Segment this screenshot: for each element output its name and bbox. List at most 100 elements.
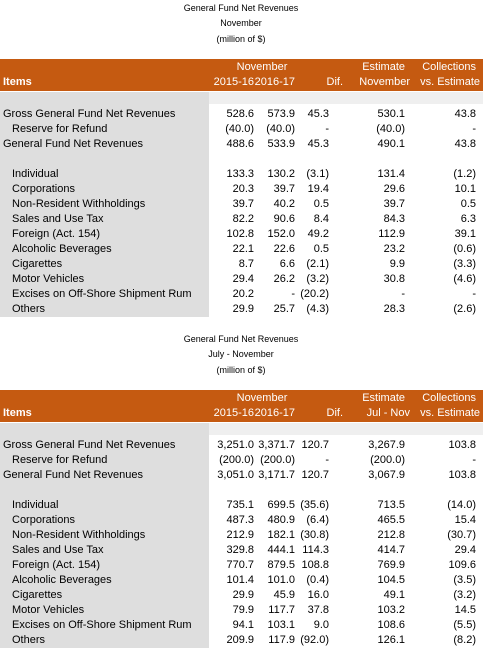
row-label: General Fund Net Revenues — [3, 138, 144, 150]
row-label: Reserve for Refund — [12, 454, 108, 466]
row-label: Motor Vehicles — [12, 273, 85, 285]
row-label: Alcoholic Beverages — [12, 574, 112, 586]
row-value: 79.9 — [232, 604, 254, 616]
header-column: 2016-17 — [254, 407, 295, 419]
row-value: 45.3 — [307, 138, 329, 150]
header-items: Items — [3, 407, 32, 419]
row-value: (3.5) — [453, 574, 476, 586]
row-value: 131.4 — [377, 168, 405, 180]
row-value: (40.0) — [225, 123, 254, 135]
row-label: Foreign (Act. 154) — [12, 559, 101, 571]
header-items: Items — [3, 76, 32, 88]
row-value: 108.8 — [301, 559, 329, 571]
row-value: 39.7 — [383, 198, 405, 210]
table-title: (million of $) — [216, 365, 266, 375]
row-label: Corporations — [12, 514, 75, 526]
row-value: 699.5 — [267, 499, 295, 511]
row-label: Individual — [12, 168, 59, 180]
row-value: 182.1 — [267, 529, 295, 541]
header-estimate: November — [359, 76, 410, 88]
row-value: 90.6 — [273, 213, 295, 225]
row-value: - — [325, 454, 329, 466]
row-value: 130.2 — [267, 168, 295, 180]
row-value: (35.6) — [300, 499, 329, 511]
row-value: 29.4 — [232, 273, 254, 285]
row-value: (3.3) — [453, 258, 476, 270]
header-column: 2015-16 — [213, 407, 254, 419]
row-value: 117.9 — [268, 634, 295, 646]
row-value: 530.1 — [377, 108, 405, 120]
table-title: General Fund Net Revenues — [183, 3, 299, 13]
row-label: Individual — [12, 499, 59, 511]
row-value: (4.3) — [306, 303, 329, 315]
row-value: 9.9 — [389, 258, 405, 270]
blank-row-shade — [209, 423, 483, 435]
blank-row-shade — [209, 92, 483, 104]
row-label: Foreign (Act. 154) — [12, 228, 101, 240]
row-label: Excises on Off-Shore Shipment Rum — [12, 619, 192, 631]
row-value: 108.6 — [377, 619, 405, 631]
row-value: 16.0 — [307, 589, 329, 601]
row-value: 103.8 — [448, 469, 476, 481]
row-value: (0.6) — [453, 243, 476, 255]
row-value: 22.1 — [232, 243, 254, 255]
row-value: 84.3 — [383, 213, 405, 225]
row-value: (30.8) — [300, 529, 329, 541]
header-group: November — [236, 392, 288, 404]
row-label: Alcoholic Beverages — [12, 243, 112, 255]
row-label: Excises on Off-Shore Shipment Rum — [12, 288, 192, 300]
row-value: 8.4 — [313, 213, 329, 225]
header-band — [0, 390, 483, 422]
row-label: Sales and Use Tax — [12, 213, 104, 225]
row-label: Reserve for Refund — [12, 123, 108, 135]
row-label: Non-Resident Withholdings — [12, 529, 146, 541]
row-value: 3,267.9 — [368, 439, 405, 451]
row-value: 29.9 — [232, 303, 254, 315]
row-value: 29.6 — [383, 183, 405, 195]
row-value: 444.1 — [267, 544, 295, 556]
row-value: 133.3 — [226, 168, 254, 180]
row-value: 126.1 — [377, 634, 405, 646]
row-value: (200.0) — [260, 454, 295, 466]
table-title: General Fund Net Revenues — [183, 334, 299, 344]
row-value: 528.6 — [226, 108, 254, 120]
row-value: 212.9 — [226, 529, 254, 541]
row-value: 6.3 — [460, 213, 476, 225]
header-collections: Collections — [422, 392, 476, 404]
row-value: (5.5) — [453, 619, 476, 631]
items-column-shade — [0, 92, 209, 317]
row-value: (1.2) — [453, 168, 476, 180]
row-value: - — [472, 288, 476, 300]
row-value: (40.0) — [266, 123, 295, 135]
row-value: 103.8 — [448, 439, 476, 451]
row-value: 20.3 — [232, 183, 254, 195]
row-value: 735.1 — [226, 499, 254, 511]
row-value: 0.5 — [313, 243, 329, 255]
row-value: 30.8 — [383, 273, 405, 285]
row-value: 120.7 — [301, 439, 329, 451]
header-collections: vs. Estimate — [420, 76, 480, 88]
header-collections: Collections — [422, 61, 476, 73]
row-value: 487.3 — [226, 514, 254, 526]
row-value: 414.7 — [377, 544, 405, 556]
row-value: 3,051.0 — [217, 469, 254, 481]
row-value: 104.5 — [377, 574, 405, 586]
row-value: 40.2 — [273, 198, 295, 210]
row-value: 0.5 — [460, 198, 476, 210]
header-collections: vs. Estimate — [420, 407, 480, 419]
row-value: 212.8 — [377, 529, 405, 541]
row-value: (2.6) — [453, 303, 476, 315]
row-value: 101.4 — [226, 574, 254, 586]
row-value: (40.0) — [376, 123, 405, 135]
row-value: (20.2) — [300, 288, 329, 300]
row-label: General Fund Net Revenues — [3, 469, 144, 481]
header-column: Dif. — [326, 407, 344, 419]
row-value: 3,371.7 — [258, 439, 295, 451]
row-label: Motor Vehicles — [12, 604, 85, 616]
row-value: (3.1) — [306, 168, 329, 180]
row-value: 29.4 — [454, 544, 476, 556]
row-value: 490.1 — [377, 138, 405, 150]
row-value: 0.5 — [313, 198, 329, 210]
row-value: 480.9 — [267, 514, 295, 526]
row-value: 25.7 — [273, 303, 295, 315]
